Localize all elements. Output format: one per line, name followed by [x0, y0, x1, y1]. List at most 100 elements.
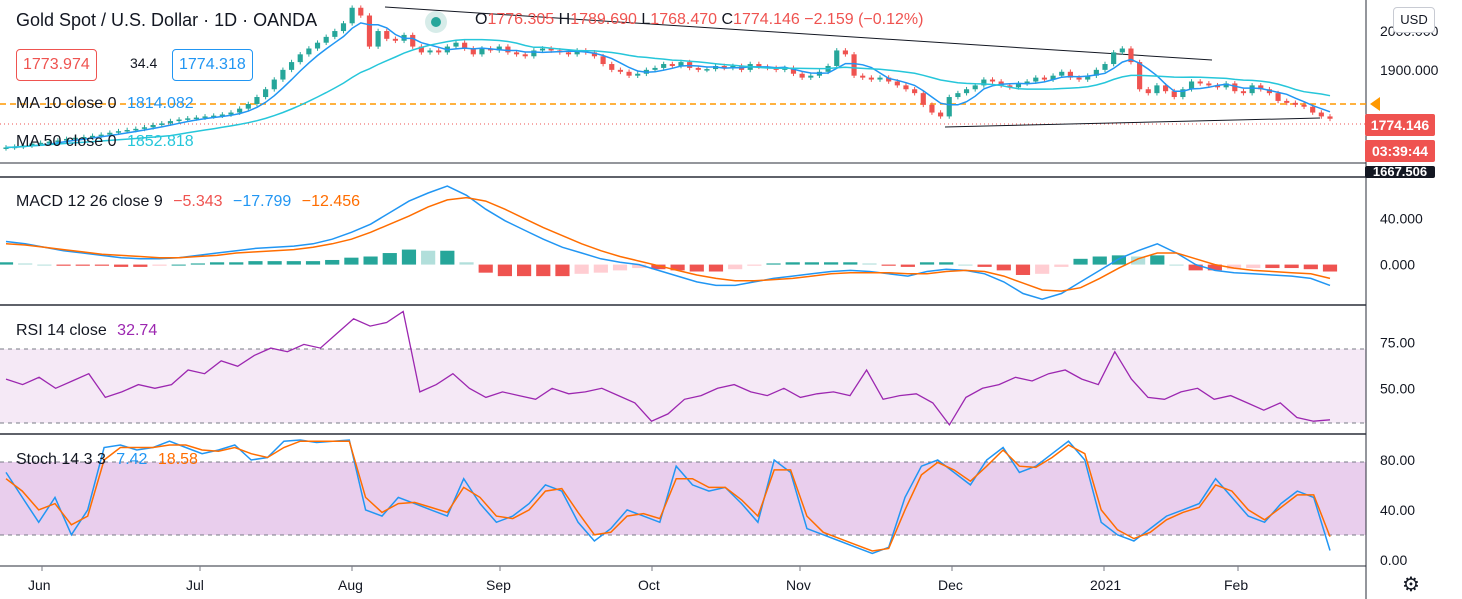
candle-body — [799, 73, 805, 78]
candle-body — [955, 93, 961, 98]
candle-body — [877, 77, 883, 80]
candle-body — [1266, 89, 1273, 94]
stoch-legend[interactable]: Stoch 14 3 3 7.42 18.58 — [16, 451, 198, 469]
market-open-icon — [425, 11, 447, 33]
candle-body — [150, 124, 156, 128]
candle-body — [1076, 77, 1082, 80]
low-label: L — [641, 11, 651, 28]
macd-histogram-bar — [516, 264, 532, 277]
macd-histogram-bar — [94, 264, 110, 266]
candle-body — [1015, 83, 1022, 88]
candle-body — [1154, 85, 1160, 94]
macd-histogram-bar — [593, 264, 608, 273]
macd-histogram-bar — [1246, 264, 1261, 269]
candle-body — [1085, 75, 1091, 80]
rsi-legend[interactable]: RSI 14 close 32.74 — [16, 322, 157, 340]
candle-body — [470, 48, 476, 55]
macd-histogram-bar — [958, 264, 973, 266]
candle-body — [72, 137, 78, 140]
macd-histogram-bar — [555, 264, 570, 277]
alert-arrow-icon[interactable] — [1370, 97, 1380, 111]
stoch-tick-label: 0.00 — [1380, 552, 1407, 568]
candle-body — [652, 67, 658, 70]
x-axis-label: Feb — [1224, 577, 1248, 593]
candle-body — [1240, 91, 1247, 94]
candle-body — [851, 54, 857, 76]
macd-histogram-bar — [209, 262, 225, 265]
moving-averages — [5, 22, 1331, 149]
spread-value: 34.4 — [130, 55, 158, 71]
macd-histogram-bar — [881, 264, 896, 266]
ma50-line — [5, 38, 1331, 149]
candle-body — [1214, 85, 1221, 88]
candle-body — [366, 15, 373, 47]
ma10-value: 1814.082 — [126, 95, 194, 112]
candle-body — [1171, 91, 1177, 98]
currency-button[interactable]: USD — [1393, 7, 1435, 33]
macd-histogram-bar — [152, 264, 167, 266]
macd-hist-value: −5.343 — [173, 193, 223, 210]
candle-body — [297, 54, 303, 63]
candle-body — [989, 79, 996, 82]
macd-histogram-bar — [1092, 256, 1107, 265]
candle-body — [141, 127, 148, 129]
macd-histogram-bar — [536, 264, 551, 277]
macd-histogram-bar — [421, 250, 436, 265]
buy-button[interactable]: 1774.318 — [172, 49, 253, 81]
candle-body — [635, 73, 641, 76]
macd-histogram-bar — [37, 264, 52, 266]
candle-body — [237, 108, 243, 113]
ma10-legend[interactable]: MA 10 close 0 1814.082 — [16, 95, 194, 113]
macd-histogram-bar — [325, 259, 340, 265]
macd-histogram-bar — [1322, 264, 1338, 272]
settings-gear-icon[interactable]: ⚙ — [1402, 574, 1420, 596]
candle-body — [263, 89, 269, 98]
macd-histogram-bar — [1226, 264, 1242, 270]
x-axis-label: Oct — [638, 577, 660, 593]
candle-body — [176, 119, 182, 122]
macd-histogram-bar — [728, 264, 743, 270]
candle-body — [219, 114, 225, 116]
macd-histogram-bar — [18, 263, 33, 265]
ma50-legend[interactable]: MA 50 close 0 1852.818 — [16, 133, 194, 151]
macd-line — [5, 185, 1331, 300]
candle-body — [81, 136, 87, 139]
macd-histogram-bar — [459, 262, 474, 265]
candle-body — [479, 48, 485, 55]
x-axis-label: Nov — [786, 577, 811, 593]
candle-body — [886, 77, 892, 82]
stoch-k-value: 7.42 — [116, 451, 148, 468]
candle-body — [1197, 81, 1203, 84]
macd-histogram-bar — [1303, 264, 1318, 270]
candle-body — [332, 31, 338, 37]
x-axis-label: Jun — [28, 577, 51, 593]
candle-body — [1223, 83, 1229, 88]
macd-histogram-bar — [632, 264, 647, 269]
macd-histogram-bar — [862, 263, 877, 265]
candle-body — [115, 131, 122, 133]
stoch-tick-label: 40.00 — [1380, 502, 1415, 518]
candle-body — [808, 75, 814, 78]
candle-body — [1041, 77, 1048, 80]
macd-histogram-bar — [305, 261, 321, 265]
candle-body — [539, 48, 546, 51]
candle-body — [63, 138, 70, 141]
low-value: 1768.470 — [650, 11, 718, 28]
candle-body — [591, 52, 598, 57]
candle-body — [1128, 48, 1134, 63]
candle-body — [462, 42, 468, 49]
candle-body — [548, 48, 554, 51]
macd-legend[interactable]: MACD 12 26 close 9 −5.343 −17.799 −12.45… — [16, 193, 360, 211]
macd-histogram-bar — [1284, 264, 1299, 269]
macd-histogram-bar — [1207, 264, 1222, 271]
macd-histogram-bar — [824, 262, 839, 265]
candle-body — [496, 46, 502, 51]
candle-body — [1318, 112, 1324, 117]
ma10-label: MA 10 close 0 — [16, 95, 117, 112]
macd-histogram-bar — [248, 261, 263, 265]
candle-body — [193, 117, 199, 120]
candle-body — [436, 50, 442, 53]
ohlc-values: O1776.305 H1789.690 L1768.470 C1774.146 … — [475, 11, 923, 29]
symbol-title[interactable]: Gold Spot / U.S. Dollar · 1D · OANDA — [16, 10, 318, 30]
sell-button[interactable]: 1773.974 — [16, 49, 97, 81]
